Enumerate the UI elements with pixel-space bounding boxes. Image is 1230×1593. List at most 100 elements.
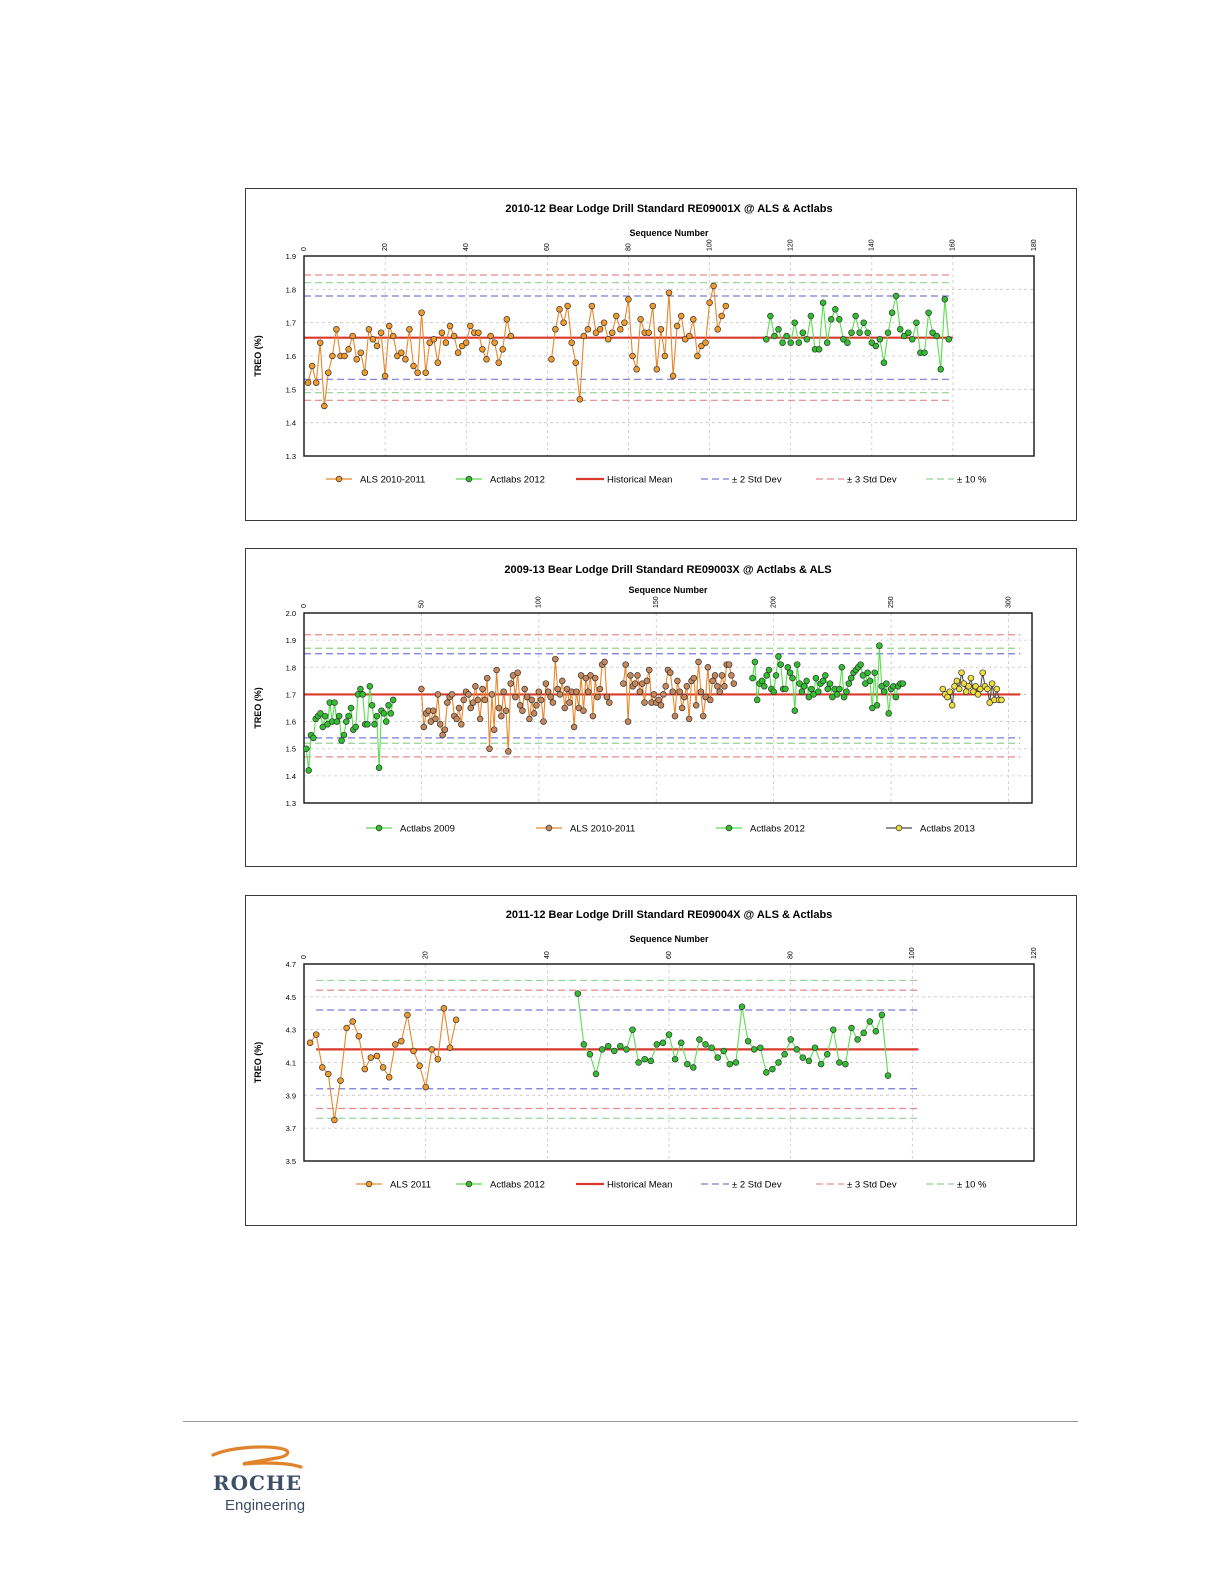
legend-label: Actlabs 2012 xyxy=(490,475,545,486)
data-point xyxy=(677,1039,685,1047)
y-tick-label: 4.3 xyxy=(286,1026,296,1035)
data-point xyxy=(699,712,707,720)
data-point xyxy=(564,302,571,310)
data-point xyxy=(439,731,446,739)
data-point xyxy=(832,306,839,313)
y-axis-label: TREO (%) xyxy=(253,1042,263,1084)
data-point xyxy=(631,680,639,687)
data-point xyxy=(948,702,956,709)
data-point xyxy=(817,1060,825,1068)
data-point xyxy=(308,362,316,370)
legend-marker xyxy=(335,475,343,483)
data-point xyxy=(611,1047,618,1055)
data-point xyxy=(438,329,446,336)
data-point xyxy=(526,715,533,723)
data-point xyxy=(338,737,345,744)
data-point xyxy=(718,672,726,679)
data-point xyxy=(385,702,392,709)
legend-marker xyxy=(725,824,733,832)
data-point xyxy=(487,332,494,340)
data-point xyxy=(596,685,604,693)
data-point xyxy=(329,352,336,360)
data-point xyxy=(568,339,575,346)
data-point xyxy=(580,707,587,714)
y-tick-label: 1.3 xyxy=(286,452,296,461)
x-tick-label: 40 xyxy=(463,243,470,251)
data-point xyxy=(770,688,777,695)
data-point xyxy=(436,721,444,728)
data-point xyxy=(566,699,573,706)
data-point xyxy=(637,316,644,323)
data-point xyxy=(659,1039,667,1047)
data-point xyxy=(606,699,613,706)
legend-label: Actlabs 2012 xyxy=(490,1180,545,1191)
data-point xyxy=(604,336,612,343)
data-point xyxy=(499,346,506,353)
data-point xyxy=(418,685,425,693)
data-point xyxy=(815,346,823,353)
data-point xyxy=(547,693,554,701)
data-point xyxy=(355,1032,363,1040)
legend-label: ALS 2011 xyxy=(390,1180,431,1191)
data-point xyxy=(624,718,632,725)
data-point xyxy=(490,726,498,733)
y-tick-label: 4.5 xyxy=(286,993,296,1002)
data-point xyxy=(695,658,702,666)
data-point xyxy=(671,712,679,720)
data-point xyxy=(453,715,460,723)
data-point xyxy=(366,683,374,690)
data-point xyxy=(519,707,526,714)
data-point xyxy=(799,329,807,336)
data-point xyxy=(416,1062,423,1070)
data-point xyxy=(361,1065,369,1073)
data-point xyxy=(414,369,421,376)
data-point xyxy=(888,309,896,316)
legend-label: ± 2 Std Dev xyxy=(732,475,782,486)
data-point xyxy=(572,359,579,366)
data-point xyxy=(945,336,953,343)
x-tick-label: 0 xyxy=(301,247,308,251)
data-point xyxy=(913,319,920,326)
data-point xyxy=(385,322,393,330)
data-point xyxy=(714,326,721,333)
data-point xyxy=(645,329,652,336)
y-tick-label: 3.5 xyxy=(286,1157,296,1166)
data-point xyxy=(625,296,632,303)
data-point xyxy=(880,359,888,366)
data-point xyxy=(498,712,505,720)
data-point xyxy=(744,1037,752,1045)
chart-panel-3: 2011-12 Bear Lodge Drill Standard RE0900… xyxy=(245,895,1077,1226)
data-point xyxy=(588,302,596,310)
data-point xyxy=(892,292,900,300)
data-point xyxy=(657,702,665,709)
data-point xyxy=(312,379,320,386)
data-point xyxy=(345,712,352,720)
data-point xyxy=(823,1051,831,1058)
data-point xyxy=(763,1069,770,1076)
data-point xyxy=(984,685,991,693)
data-point xyxy=(844,339,851,346)
y-tick-label: 1.7 xyxy=(286,690,296,699)
data-point xyxy=(678,704,686,712)
data-point xyxy=(669,372,677,380)
data-point xyxy=(937,366,944,373)
data-point xyxy=(946,688,954,695)
data-point xyxy=(998,696,1005,704)
data-point xyxy=(793,661,801,668)
series-line xyxy=(550,285,727,400)
data-point xyxy=(848,329,855,336)
data-point xyxy=(367,1054,375,1061)
data-point xyxy=(921,349,928,356)
data-point xyxy=(775,653,782,660)
data-point xyxy=(371,721,378,728)
data-point xyxy=(552,655,559,663)
y-tick-label: 1.4 xyxy=(286,772,296,781)
chart-1-svg: 2010-12 Bear Lodge Drill Standard RE0900… xyxy=(253,203,1038,486)
x-tick-label: 40 xyxy=(544,951,551,959)
data-point xyxy=(429,707,437,714)
data-point xyxy=(603,693,611,701)
data-point xyxy=(410,362,417,370)
data-point xyxy=(899,680,907,687)
logo-name: ROCHE xyxy=(213,1471,303,1495)
data-point xyxy=(596,326,604,333)
